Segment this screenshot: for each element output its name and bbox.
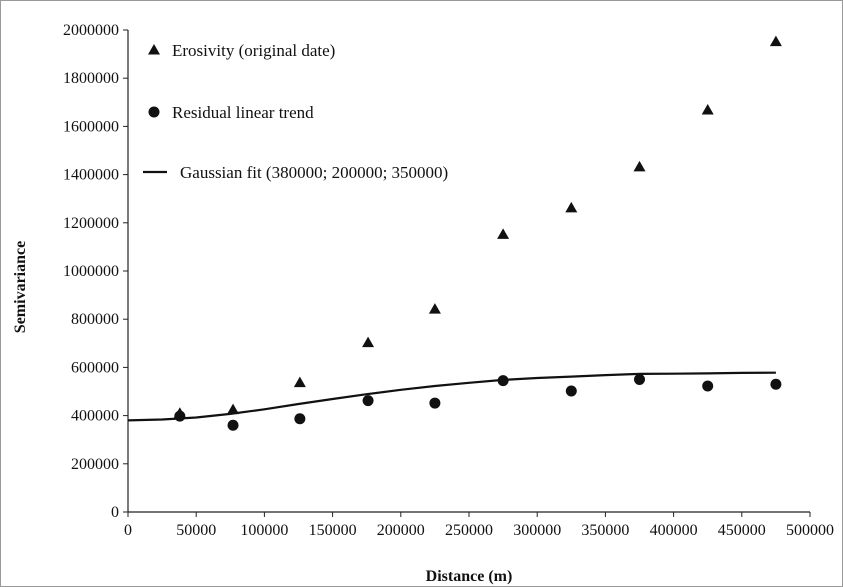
triangle-point [497,228,510,239]
y-tick-label: 1800000 [63,70,119,87]
y-tick-label: 2000000 [63,22,119,39]
x-tick-label: 0 [124,522,132,539]
triangle-point [565,201,578,213]
x-tick-label: 400000 [650,522,698,539]
series-layer [127,35,782,431]
series-line [127,371,776,422]
gaussian-fit-line [127,371,776,422]
circle-point [227,419,239,431]
y-tick-label: 0 [111,504,119,521]
x-tick-label: 100000 [240,522,288,539]
triangle-point [769,35,782,47]
x-tick-label: 300000 [513,522,561,539]
circle-point [294,413,306,425]
circle-point [174,410,186,422]
triangle-point [362,336,375,348]
triangle-point [227,403,240,415]
y-tick-label: 1600000 [63,118,119,135]
triangle-point [293,376,306,388]
legend-triangle-icon [148,44,160,55]
circle-point [702,380,714,392]
y-tick-label: 1200000 [63,215,119,232]
legend-item: Erosivity (original date) [148,41,335,60]
x-tick-label: 450000 [718,522,766,539]
axes-layer: 0200000400000600000800000100000012000001… [63,22,834,539]
x-tick-label: 50000 [176,522,216,539]
legend-layer: Erosivity (original date) Residual linear… [143,41,448,182]
legend-circle-icon [148,106,160,118]
x-tick-label: 350000 [581,522,629,539]
circle-point [362,395,374,407]
legend-item: Residual linear trend [148,103,314,122]
triangle-point [633,160,646,172]
y-axis-title: Semivariance [12,241,29,333]
series-circle [174,373,782,431]
y-tick-label: 200000 [71,456,119,473]
circle-point [770,378,782,390]
triangle-point [701,104,714,115]
circle-point [429,397,441,409]
legend-item: Gaussian fit (380000; 200000; 350000) [143,163,448,182]
circle-point [565,385,577,397]
x-tick-label: 200000 [377,522,425,539]
x-tick-label: 500000 [786,522,834,539]
triangle-point [428,303,441,314]
circle-point [634,373,645,385]
y-tick-label: 1400000 [63,167,119,184]
y-tick-label: 1000000 [63,263,119,280]
x-tick-label: 150000 [309,522,357,539]
legend-label: Gaussian fit (380000; 200000; 350000) [180,163,448,182]
legend-label: Residual linear trend [172,103,314,122]
y-tick-label: 800000 [71,311,119,328]
legend-label: Erosivity (original date) [172,41,335,60]
x-axis-title: Distance (m) [426,568,513,585]
y-tick-label: 400000 [71,408,119,425]
y-tick-label: 600000 [71,359,119,376]
x-tick-label: 250000 [445,522,493,539]
